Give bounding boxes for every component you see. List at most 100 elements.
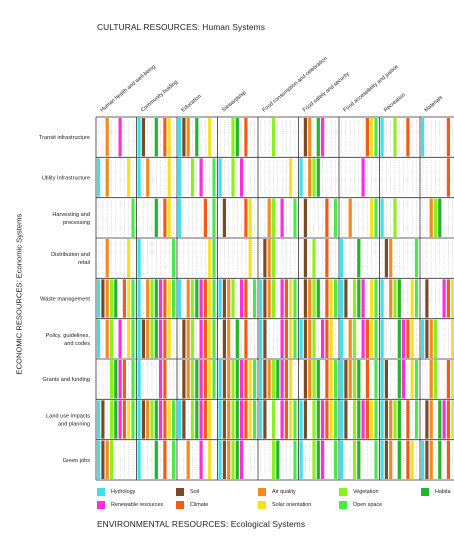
matrix-stripe xyxy=(293,319,297,358)
matrix-stripe xyxy=(433,198,438,237)
matrix-stripe xyxy=(271,198,276,237)
matrix-stripe xyxy=(244,319,248,358)
matrix-stripe xyxy=(218,158,222,197)
matrix-stripe xyxy=(433,319,438,358)
matrix-stripe xyxy=(146,319,150,358)
matrix-stripe xyxy=(244,118,248,157)
matrix-stripe xyxy=(97,400,101,439)
matrix-stripe xyxy=(276,440,280,479)
matrix-stripe xyxy=(186,279,190,318)
matrix-stripe xyxy=(114,400,118,439)
matrix-stripe xyxy=(303,239,307,278)
matrix-stripe xyxy=(154,198,158,237)
matrix-stripe xyxy=(190,279,195,318)
matrix-stripe xyxy=(212,158,216,197)
matrix-stripe xyxy=(248,360,252,399)
matrix-stripe xyxy=(321,400,325,439)
matrix-stripe xyxy=(329,400,333,439)
matrix-stripe xyxy=(203,198,207,237)
matrix-stripe xyxy=(146,158,150,197)
matrix-stripe xyxy=(344,279,348,318)
matrix-stripe xyxy=(163,360,167,399)
matrix-stripe xyxy=(159,400,163,439)
matrix-stripe xyxy=(344,360,348,399)
legend-label: Climate xyxy=(190,502,209,508)
matrix-stripe xyxy=(361,319,365,358)
matrix-stripe xyxy=(348,198,352,237)
matrix-stripe xyxy=(312,239,316,278)
matrix-stripe xyxy=(118,319,122,358)
matrix-stripe xyxy=(380,360,384,399)
matrix-stripe xyxy=(446,360,450,399)
matrix-stripe xyxy=(421,319,425,358)
matrix-stripe xyxy=(171,440,176,479)
matrix-stripe xyxy=(414,400,419,439)
legend-label: Renewable resources xyxy=(111,502,164,508)
matrix-stripe xyxy=(137,239,141,278)
matrix-stripe xyxy=(167,279,171,318)
matrix-stripe xyxy=(235,360,239,399)
matrix-stripe xyxy=(186,319,190,358)
matrix-stripe xyxy=(284,400,288,439)
matrix-stripe xyxy=(397,360,401,399)
matrix-stripe xyxy=(154,319,158,358)
matrix-stripe xyxy=(321,118,325,157)
legend-item: Habita xyxy=(421,488,451,496)
matrix-stripe xyxy=(374,440,378,479)
matrix-stripe xyxy=(159,279,163,318)
matrix-stripe xyxy=(308,158,312,197)
matrix-stripe xyxy=(182,360,186,399)
matrix-stripe xyxy=(178,118,182,157)
matrix-stripe xyxy=(357,239,361,278)
matrix-stripe xyxy=(446,279,450,318)
matrix-stripe xyxy=(222,360,226,399)
matrix-stripe xyxy=(348,360,352,399)
matrix-stripe xyxy=(393,279,397,318)
matrix-stripe xyxy=(293,279,297,318)
matrix-stripe xyxy=(299,440,303,479)
matrix-stripe xyxy=(199,279,203,318)
matrix-stripe xyxy=(203,279,207,318)
matrix-stripe xyxy=(114,360,118,399)
matrix-stripe xyxy=(333,198,338,237)
matrix-stripe xyxy=(316,440,320,479)
matrix-stripe xyxy=(131,279,135,318)
matrix-stripe xyxy=(276,360,280,399)
matrix-stripe xyxy=(267,360,271,399)
matrix-stripe xyxy=(429,319,433,358)
matrix-stripe xyxy=(365,400,369,439)
matrix-stripe xyxy=(280,279,284,318)
matrix-stripe xyxy=(303,198,307,237)
legend-label: Solar orientation xyxy=(272,502,312,508)
matrix-stripe xyxy=(289,158,293,197)
row-label: Land use impacts and planning xyxy=(46,414,90,428)
matrix-stripe xyxy=(199,360,203,399)
matrix-stripe xyxy=(109,440,114,479)
matrix-stripe xyxy=(370,400,374,439)
matrix-stripe xyxy=(150,319,154,358)
matrix-stripe xyxy=(127,319,131,358)
matrix-stripe xyxy=(325,360,329,399)
matrix-stripe xyxy=(186,440,190,479)
matrix-stripe xyxy=(389,440,393,479)
matrix-stripe xyxy=(425,279,429,318)
matrix-stripe xyxy=(406,400,410,439)
matrix-stripe xyxy=(340,319,344,358)
matrix-stripe xyxy=(212,360,216,399)
matrix-stripe xyxy=(131,360,135,399)
matrix-stripe xyxy=(222,279,226,318)
legend-label: Soil xyxy=(190,489,199,495)
matrix-stripe xyxy=(370,118,374,157)
matrix-stripe xyxy=(212,319,216,358)
matrix-stripe xyxy=(222,440,226,479)
matrix-stripe xyxy=(105,239,109,278)
matrix-stripe xyxy=(203,360,207,399)
matrix-stripe xyxy=(446,118,450,157)
matrix-stripe xyxy=(365,319,369,358)
matrix-stripe xyxy=(333,360,338,399)
matrix-stripe xyxy=(105,118,109,157)
matrix-stripe xyxy=(114,279,118,318)
matrix-stripe xyxy=(293,440,297,479)
matrix-stripe xyxy=(308,319,312,358)
matrix-stripe xyxy=(325,198,329,237)
